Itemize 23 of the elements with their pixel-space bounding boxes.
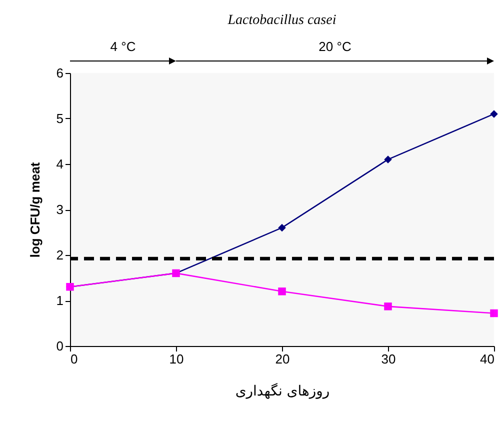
y-axis-title: log CFU/g meat <box>27 162 42 258</box>
band-label: 4 °C <box>110 39 136 54</box>
y-tick-label: 4 <box>56 156 64 172</box>
y-tick-label: 2 <box>56 248 64 262</box>
x-tick-label: 30 <box>381 352 396 366</box>
x-tick-label: 0 <box>70 352 78 366</box>
point <box>490 309 498 318</box>
y-tick-label: 3 <box>56 202 64 217</box>
y-tick-label: 0 <box>56 338 64 354</box>
y-tick-label: 6 <box>56 66 64 80</box>
point <box>278 288 286 296</box>
point <box>490 110 498 118</box>
x-tick-label: 20 <box>275 352 290 366</box>
band-label: 20 °C <box>318 39 352 54</box>
point <box>384 156 392 164</box>
chart-title: Lactobacillus casei <box>226 13 336 28</box>
point <box>278 224 286 232</box>
y-tick-label: 1 <box>56 293 64 308</box>
y-tick-label: 5 <box>56 111 64 126</box>
point <box>384 302 392 310</box>
x-axis-title: روزهای نگهداری <box>235 382 330 400</box>
x-tick-label: 10 <box>169 352 184 366</box>
x-tick-label: 40 <box>480 352 494 366</box>
